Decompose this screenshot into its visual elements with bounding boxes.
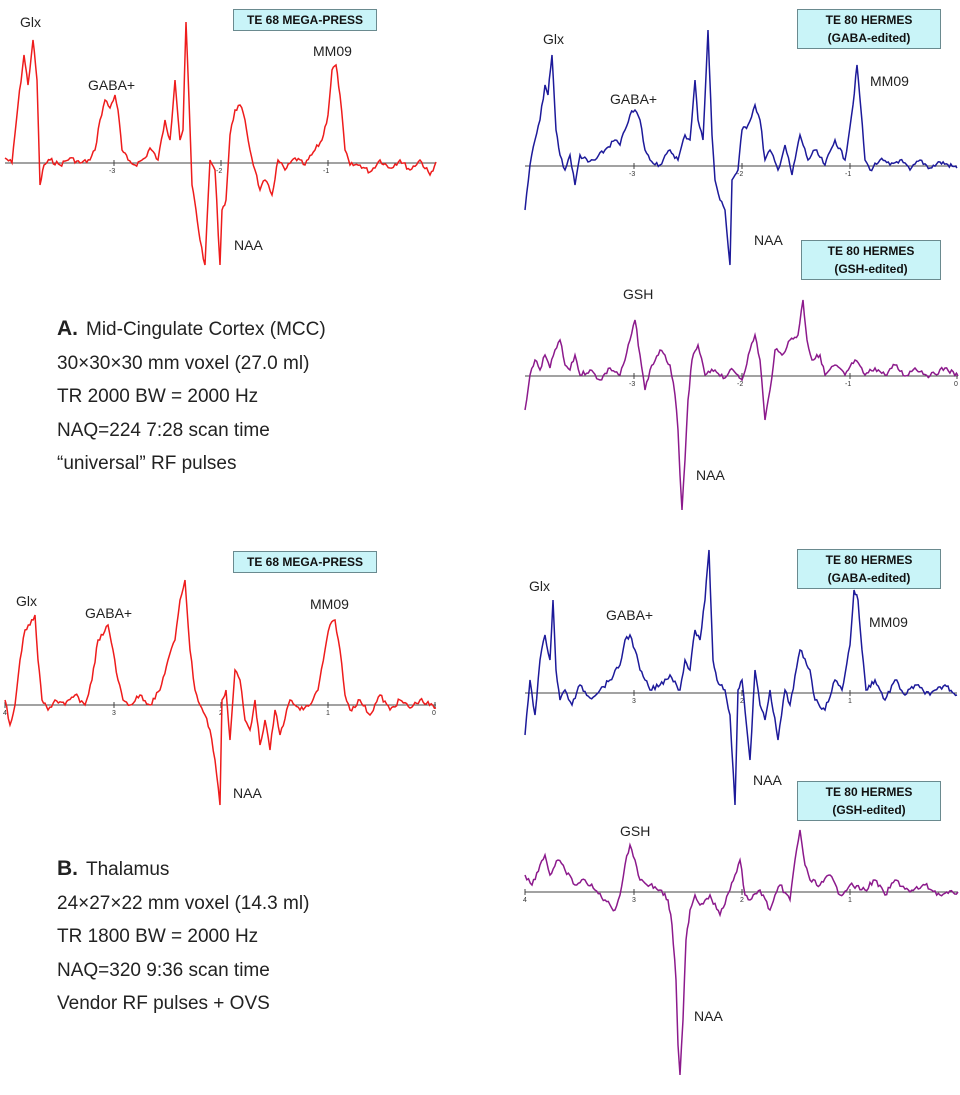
peak-label-gsh: GSH: [623, 286, 653, 302]
peak-label-naa: NAA: [696, 467, 725, 483]
tick-label: 4: [3, 710, 7, 717]
spectrum-trace: [524, 549, 958, 806]
badge-line: (GABA-edited): [827, 571, 911, 585]
peak-label-glx: Glx: [543, 31, 564, 47]
badge-line: TE 80 HERMES: [825, 553, 913, 567]
peak-label-mm09: MM09: [869, 614, 908, 630]
peak-label-gsh: GSH: [620, 823, 650, 839]
badge-line: TE 68 MEGA-PRESS: [246, 555, 364, 569]
spectrum-mcc-mega-press: -3 -2 -1 Glx GABA+ MM09 NAA: [4, 14, 437, 266]
spectrum-trace: [524, 299, 959, 511]
tick-label: 0: [432, 710, 436, 717]
tick-label: 1: [326, 710, 330, 717]
section-b-pulses: Vendor RF pulses + OVS: [57, 993, 270, 1014]
peak-label-naa: NAA: [753, 772, 782, 788]
tick-label: -3: [629, 381, 635, 388]
section-b-title: Thalamus: [86, 859, 170, 880]
tick-label: 3: [632, 897, 636, 904]
tick-label: -1: [845, 381, 851, 388]
spectrum-mcc-gsh-edited: -3 -2 -1 0 GSH NAA: [524, 286, 959, 511]
tick-label: 4: [523, 897, 527, 904]
spectrum-trace: [524, 829, 959, 1076]
section-b-naq: NAQ=320 9:36 scan time: [57, 959, 270, 981]
spectrum-thalamus-gsh-edited: 4 3 2 1 GSH NAA: [523, 823, 959, 1076]
tick-label: -3: [109, 168, 115, 175]
peak-label-mm09: MM09: [310, 596, 349, 612]
spectrum-thalamus-gaba-edited: 3 2 1 Glx GABA+ MM09 NAA: [524, 549, 958, 806]
tick-label: 3: [632, 698, 636, 705]
tick-label: 2: [740, 897, 744, 904]
badge-line: (GSH-edited): [832, 803, 906, 817]
badge-line: TE 80 HERMES: [825, 785, 913, 799]
peak-label-mm09: MM09: [870, 73, 909, 89]
badge-mcc-gaba-edited: TE 80 HERMES (GABA-edited): [797, 9, 941, 49]
section-a-tr: TR 2000 BW = 2000 Hz: [57, 386, 259, 407]
section-b-voxel: 24×27×22 mm voxel (14.3 ml): [57, 892, 310, 914]
peak-label-glx: Glx: [16, 593, 37, 609]
peak-label-gaba: GABA+: [85, 605, 132, 621]
badge-line: (GSH-edited): [834, 262, 908, 276]
peak-label-gaba: GABA+: [606, 607, 653, 623]
tick-label: -2: [737, 381, 743, 388]
section-a-voxel: 30×30×30 mm voxel (27.0 ml): [57, 352, 310, 374]
badge-line: (GABA-edited): [827, 31, 911, 45]
peak-label-naa: NAA: [234, 237, 263, 253]
peak-label-glx: Glx: [529, 578, 550, 594]
section-a-info: A. Mid-Cingulate Cortex (MCC) 30×30×30 mm…: [57, 312, 326, 481]
section-a-heading: A. Mid-Cingulate Cortex (MCC): [57, 312, 326, 347]
section-a-label: A.: [57, 317, 78, 340]
peak-label-gaba: GABA+: [88, 77, 135, 93]
tick-label: -1: [845, 171, 851, 178]
peak-label-glx: Glx: [20, 14, 41, 30]
section-b-info: B. Thalamus 24×27×22 mm voxel (14.3 ml) T…: [57, 852, 309, 1021]
section-a-title: Mid-Cingulate Cortex (MCC): [86, 319, 326, 340]
spectrum-trace: [4, 21, 437, 266]
spectrum-mcc-gaba-edited: -3 -2 -1 Glx GABA+ MM09 NAA: [524, 29, 958, 266]
peak-label-naa: NAA: [233, 785, 262, 801]
tick-label: -2: [216, 168, 222, 175]
peak-label-naa: NAA: [754, 232, 783, 248]
spectrum-trace: [4, 579, 437, 806]
tick-label: 1: [848, 897, 852, 904]
tick-label: 1: [848, 698, 852, 705]
tick-label: 0: [954, 381, 958, 388]
badge-line: TE 80 HERMES: [827, 244, 915, 258]
tick-label: 2: [740, 698, 744, 705]
badge-line: TE 68 MEGA-PRESS: [246, 13, 364, 27]
peak-label-mm09: MM09: [313, 43, 352, 59]
tick-label: -3: [629, 171, 635, 178]
badge-thalamus-gsh-edited: TE 80 HERMES (GSH-edited): [797, 781, 941, 821]
section-b-label: B.: [57, 857, 78, 880]
badge-line: TE 80 HERMES: [825, 13, 913, 27]
peak-label-gaba: GABA+: [610, 91, 657, 107]
badge-thalamus-mega-press: TE 68 MEGA-PRESS: [233, 551, 377, 573]
tick-label: -2: [737, 171, 743, 178]
section-b-tr: TR 1800 BW = 2000 Hz: [57, 926, 259, 947]
spectrum-thalamus-mega-press: 4 3 2 1 0 Glx GABA+ MM09 NAA: [3, 579, 437, 806]
section-b-heading: B. Thalamus: [57, 852, 309, 887]
badge-thalamus-gaba-edited: TE 80 HERMES (GABA-edited): [797, 549, 941, 589]
tick-label: 3: [112, 710, 116, 717]
tick-label: -1: [323, 168, 329, 175]
badge-mcc-mega-press: TE 68 MEGA-PRESS: [233, 9, 377, 31]
badge-mcc-gsh-edited: TE 80 HERMES (GSH-edited): [801, 240, 941, 280]
section-a-naq: NAQ=224 7:28 scan time: [57, 419, 270, 441]
peak-label-naa: NAA: [694, 1008, 723, 1024]
section-a-pulses: “universal” RF pulses: [57, 453, 237, 474]
spectrum-trace: [524, 29, 958, 266]
